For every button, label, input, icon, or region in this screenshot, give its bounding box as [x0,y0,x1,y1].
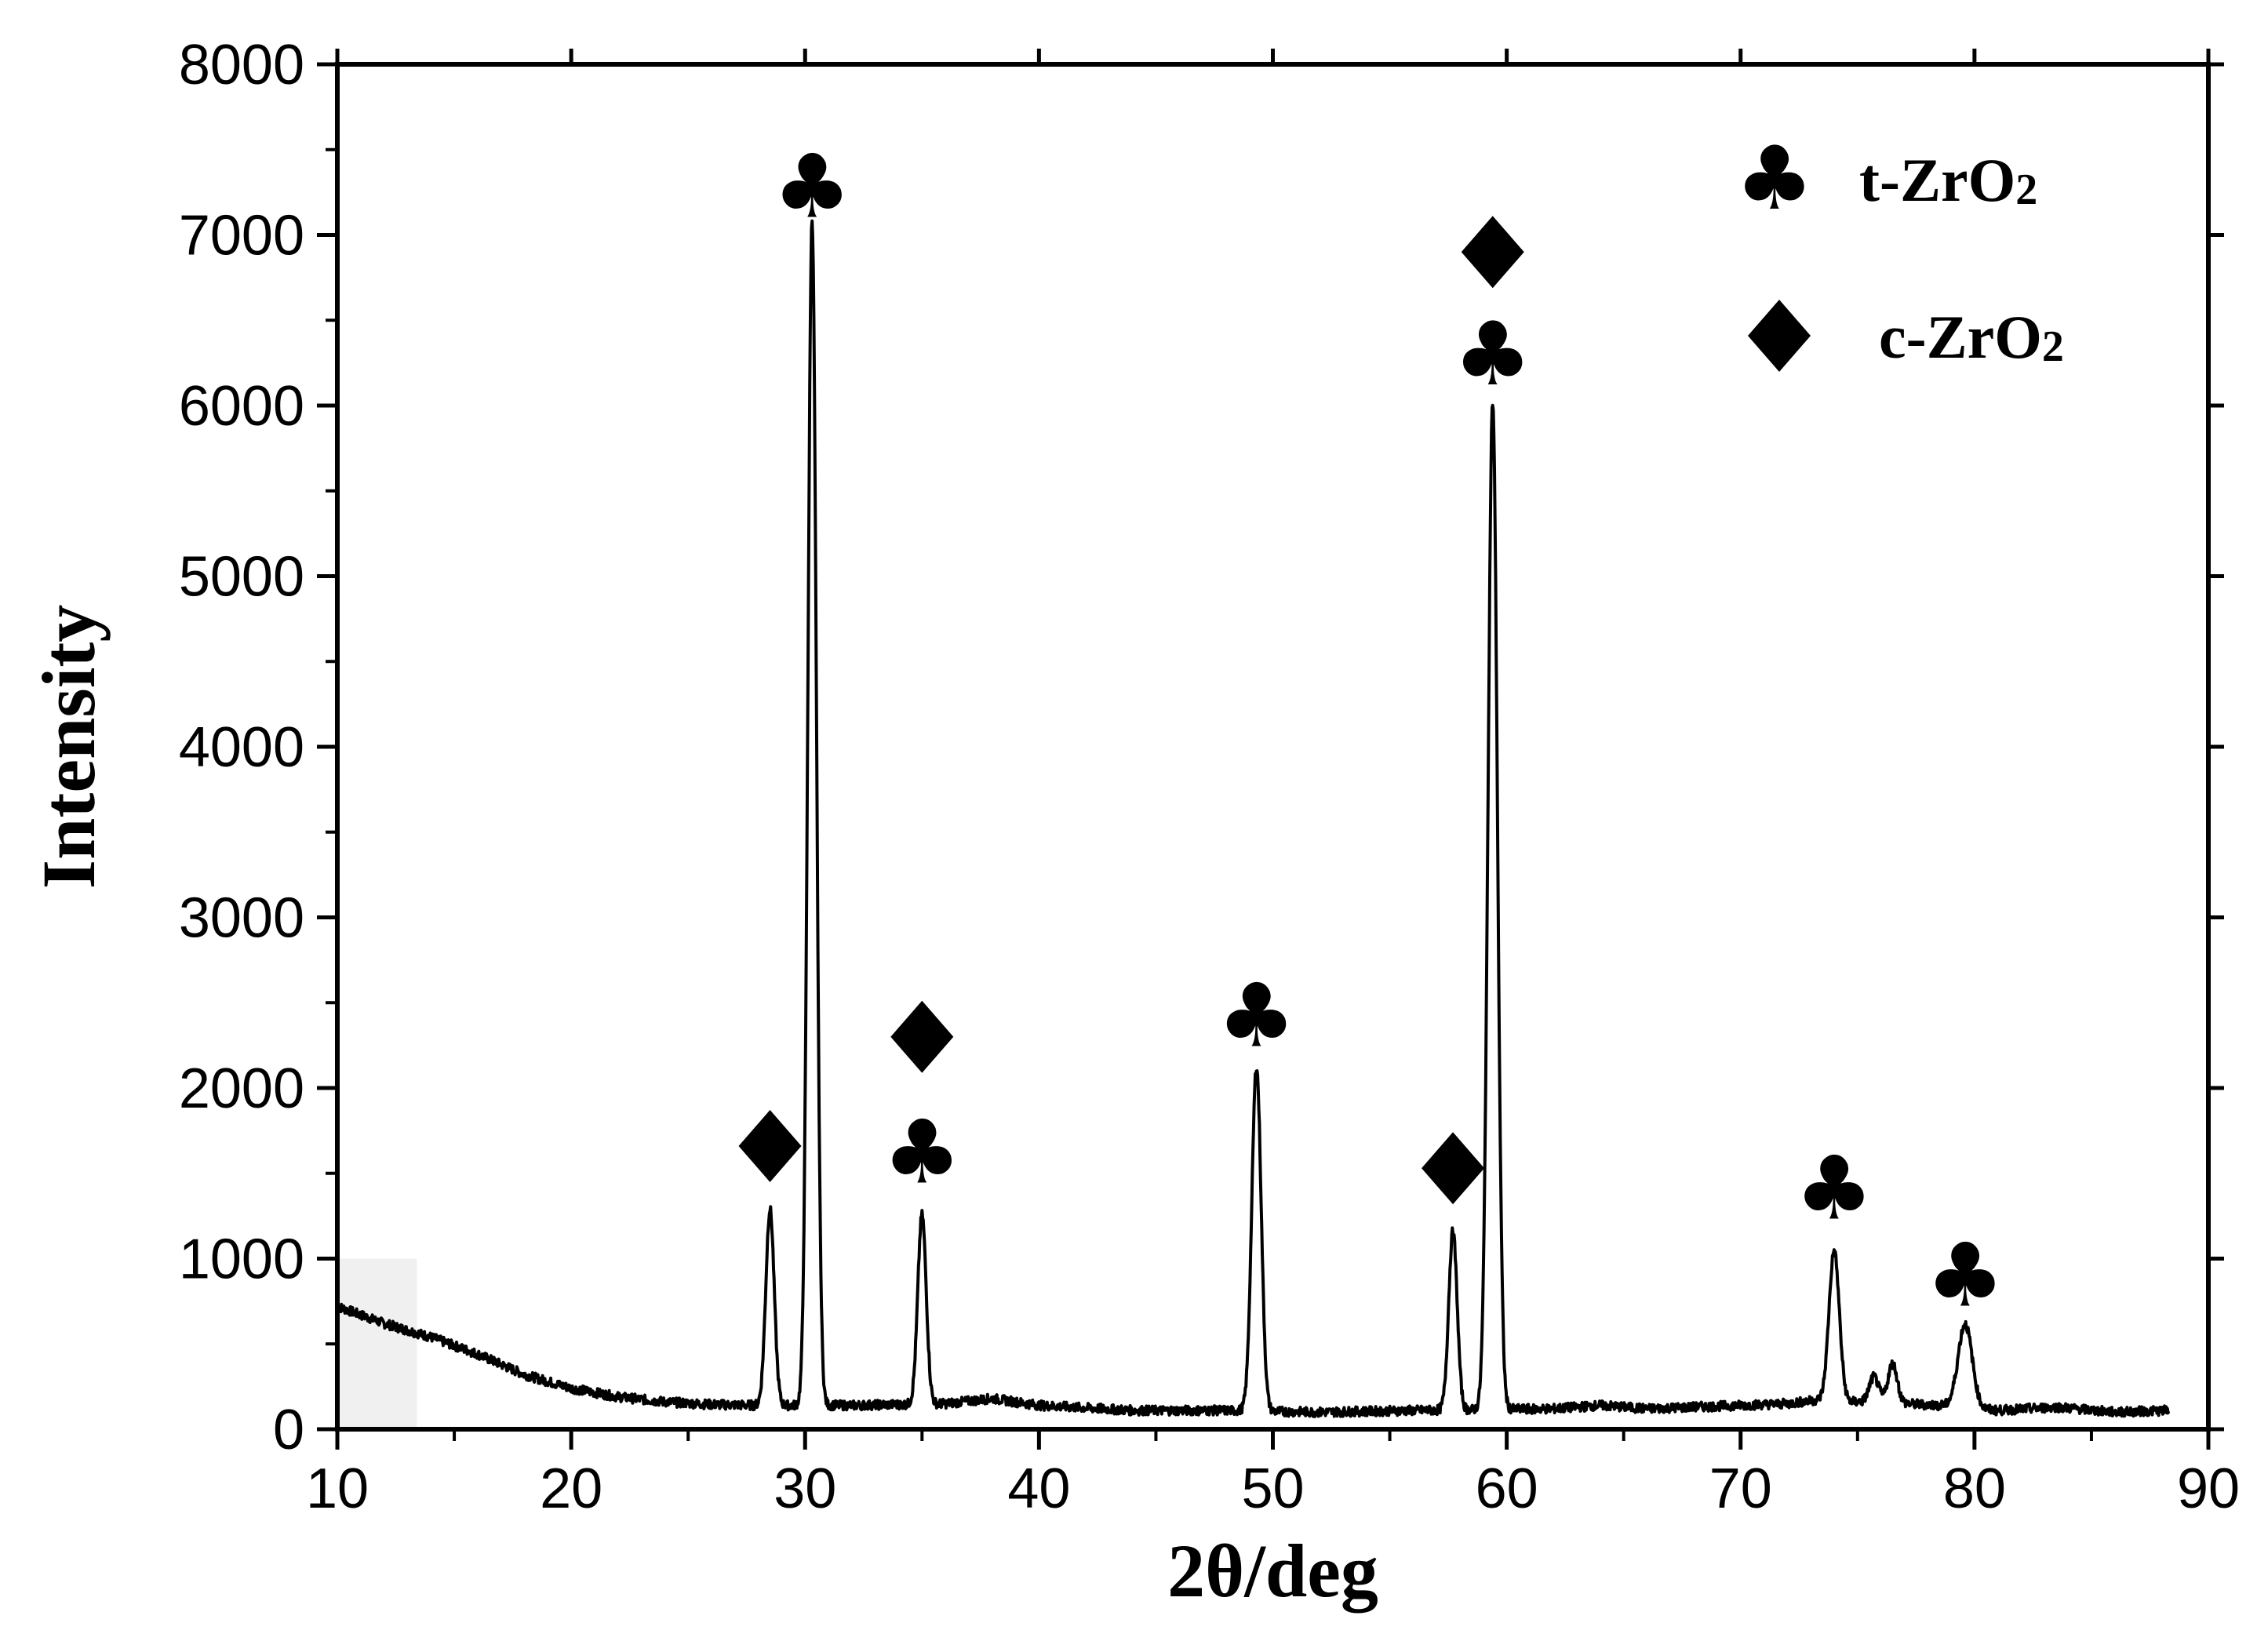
y-tick-label: 3000 [179,887,304,950]
diamond-marker [1461,216,1524,289]
club-marker: ♣ [1795,1137,1873,1239]
y-tick-label: 0 [273,1399,304,1461]
club-marker: ♣ [1454,304,1532,406]
legend: ♣ t-ZrO2 c-ZrO2 [1735,128,2064,372]
x-tick-label: 30 [774,1457,836,1520]
diamond-marker [1422,1132,1485,1205]
x-tick-label: 40 [1007,1457,1070,1520]
y-tick-label: 6000 [179,375,304,438]
legend-label: c-ZrO2 [1879,303,2064,371]
low-angle-shade [340,1258,417,1427]
x-tick-label: 80 [1943,1457,2006,1520]
y-tick-label: 7000 [179,205,304,267]
y-tick-label: 8000 [179,34,304,96]
y-tick-label: 4000 [179,716,304,779]
club-marker: ♣ [773,136,851,238]
legend-label: t-ZrO2 [1859,146,2037,214]
diamond-marker [738,1109,802,1182]
y-tick-label: 1000 [179,1228,304,1291]
x-tick-label: 10 [306,1457,369,1520]
x-axis: 10 20 30 40 50 60 70 80 90 [306,49,2240,1520]
x-axis-title: 2θ/deg [1167,1529,1378,1613]
legend-diamond-icon [1748,300,1811,372]
y-axis: 0 1000 2000 3000 4000 5000 6000 7000 8000 [179,34,2224,1461]
y-tick-label: 2000 [179,1057,304,1120]
diamond-marker [890,1000,954,1073]
legend-club-icon: ♣ [1735,128,1814,230]
x-tick-label: 20 [540,1457,602,1520]
x-tick-label: 60 [1476,1457,1538,1520]
xrd-pattern-line [336,219,2171,1418]
y-tick-label: 5000 [179,546,304,609]
x-tick-label: 90 [2177,1457,2240,1520]
club-marker: ♣ [1926,1224,2004,1326]
club-marker: ♣ [883,1102,961,1204]
x-tick-label: 50 [1241,1457,1304,1520]
peak-markers: ♣ ♣ ♣ ♣ ♣ ♣ [738,136,2004,1326]
club-marker: ♣ [1217,966,1295,1068]
y-axis-title: Intensity [27,605,111,890]
x-tick-label: 70 [1709,1457,1772,1520]
